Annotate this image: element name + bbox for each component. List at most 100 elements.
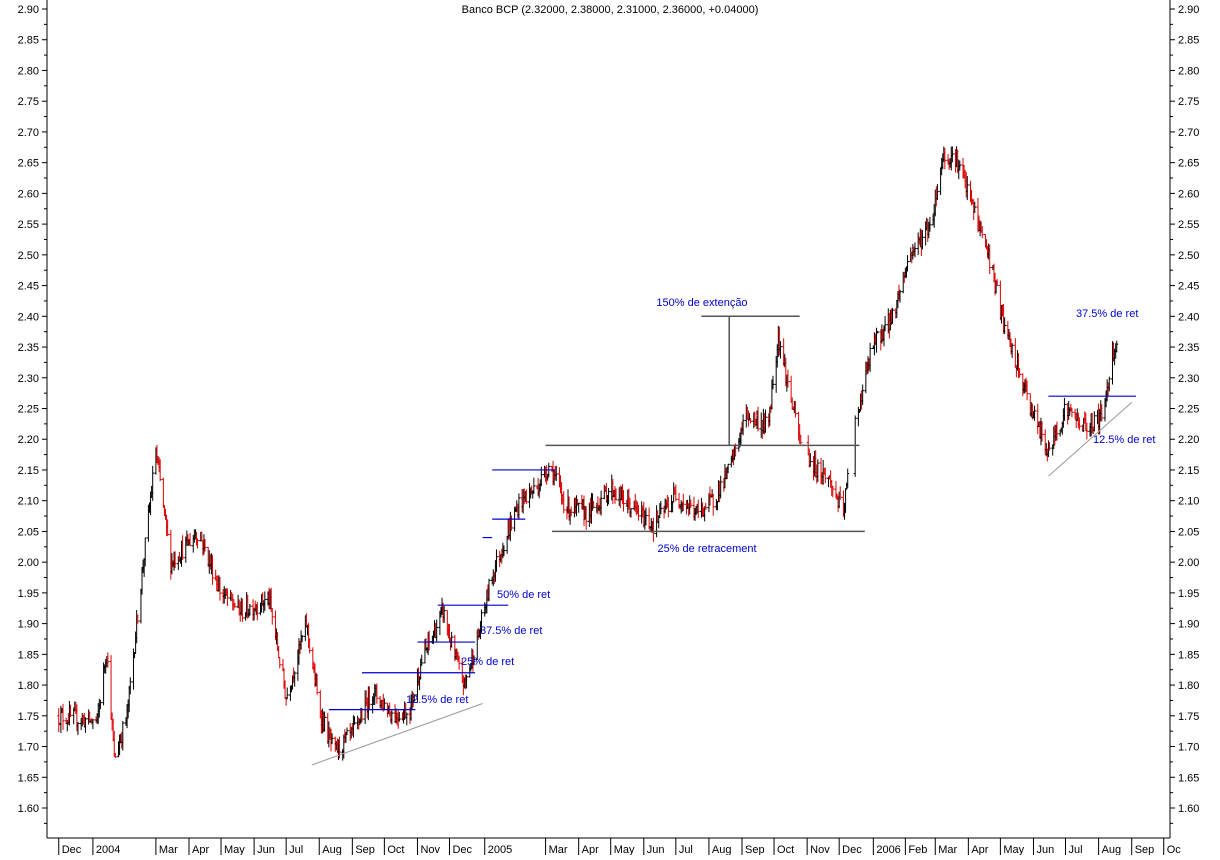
y-tick-label-right: 2.85 xyxy=(1178,35,1199,47)
y-tick-label-right: 1.80 xyxy=(1178,680,1199,692)
y-tick-label-left: 2.55 xyxy=(18,219,39,231)
y-tick-label-left: 2.35 xyxy=(18,342,39,354)
x-tick-label: Jul xyxy=(679,844,693,855)
x-tick-label: Mar xyxy=(549,844,568,855)
y-tick-label-left: 1.95 xyxy=(18,588,39,600)
y-tick-label-right: 1.65 xyxy=(1178,772,1199,784)
y-tick-label-left: 2.60 xyxy=(18,188,39,200)
y-tick-label-left: 2.20 xyxy=(18,434,39,446)
y-tick-label-left: 1.75 xyxy=(18,711,39,723)
x-tick-label: Aug xyxy=(322,844,342,855)
y-tick-label-left: 2.15 xyxy=(18,465,39,477)
y-tick-label-left: 2.90 xyxy=(18,4,39,16)
annotation-lines xyxy=(311,315,1136,766)
annotation-37-5-ret-2006: 37.5% de ret xyxy=(1076,308,1138,320)
x-tick-label: Jul xyxy=(289,844,303,855)
y-tick-label-left: 2.50 xyxy=(18,250,39,262)
x-tick-label: 2004 xyxy=(96,844,120,855)
y-tick-label-right: 2.35 xyxy=(1178,342,1199,354)
y-tick-label-right: 1.75 xyxy=(1178,711,1199,723)
annotation-12-5-ret-2006: 12.5% de ret xyxy=(1093,434,1155,446)
x-tick-label: Oct xyxy=(777,844,794,855)
annotation-25-retracement-2005: 25% de retracement xyxy=(657,543,756,555)
x-tick-label: Sep xyxy=(745,844,765,855)
x-tick-label: Dec xyxy=(842,844,862,855)
y-tick-label-left: 1.80 xyxy=(18,680,39,692)
x-axis: Dec 2004 Mar Apr May Jun Jul Aug Sep Oct Nov Dec 200… xyxy=(58,838,1182,856)
annotation-25-ret: 25% de ret xyxy=(461,656,514,668)
x-tick-label: Apr xyxy=(192,844,209,855)
x-tick-label: Jun xyxy=(1036,844,1054,855)
y-tick-label-left: 2.65 xyxy=(18,158,39,170)
y-tick-label-right: 2.50 xyxy=(1178,250,1199,262)
y-axis-right: 2.90 2.85 2.80 2.75 2.70 2.65 2.60 2.55 2.50 2.45… xyxy=(1170,4,1199,824)
y-tick-label-right: 2.40 xyxy=(1178,311,1199,323)
x-tick-label: Aug xyxy=(1102,844,1122,855)
y-tick-label-left: 2.75 xyxy=(18,96,39,108)
y-tick-label-left: 2.80 xyxy=(18,65,39,77)
x-tick-label: Sep xyxy=(355,844,375,855)
y-tick-label-right: 1.85 xyxy=(1178,649,1199,661)
x-tick-label: Aug xyxy=(712,844,732,855)
y-tick-label-right: 2.15 xyxy=(1178,465,1199,477)
annotation-50-ret: 50% de ret xyxy=(497,589,550,601)
x-tick-label: Apr xyxy=(582,844,599,855)
y-tick-label-right: 2.30 xyxy=(1178,373,1199,385)
x-tick-label: Jun xyxy=(647,844,665,855)
x-tick-label: May xyxy=(224,844,245,855)
annotation-150-extension: 150% de extenção xyxy=(656,297,747,309)
x-tick-label: Oc xyxy=(1167,844,1182,855)
y-tick-label-right: 2.70 xyxy=(1178,127,1199,139)
y-tick-label-right: 2.65 xyxy=(1178,158,1199,170)
y-tick-label-left: 1.85 xyxy=(18,649,39,661)
x-tick-label: Jul xyxy=(1069,844,1083,855)
x-tick-label: May xyxy=(1003,844,1024,855)
y-tick-label-right: 1.60 xyxy=(1178,803,1199,815)
y-tick-label-left: 1.70 xyxy=(18,742,39,754)
y-tick-label-left: 2.45 xyxy=(18,281,39,293)
x-tick-label: May xyxy=(614,844,635,855)
x-tick-label: 2006 xyxy=(876,844,900,855)
y-tick-label-left: 1.60 xyxy=(18,803,39,815)
y-tick-label-right: 2.75 xyxy=(1178,96,1199,108)
x-tick-label: Apr xyxy=(971,844,988,855)
x-tick-label: Dec xyxy=(62,844,82,855)
y-tick-label-right: 2.10 xyxy=(1178,496,1199,508)
price-bars xyxy=(57,146,1119,761)
y-tick-label-right: 2.55 xyxy=(1178,219,1199,231)
x-tick-label: Mar xyxy=(159,844,178,855)
x-tick-label: 2005 xyxy=(488,844,512,855)
annotation-37-5-ret: 37.5% de ret xyxy=(480,625,542,637)
annotation-12-5-ret: 12.5% de ret xyxy=(406,694,468,706)
y-tick-label-left: 2.85 xyxy=(18,35,39,47)
y-tick-label-left: 1.65 xyxy=(18,772,39,784)
x-tick-label: Mar xyxy=(938,844,957,855)
y-tick-label-left: 2.40 xyxy=(18,311,39,323)
x-tick-label: Nov xyxy=(420,844,440,855)
y-tick-label-left: 2.70 xyxy=(18,127,39,139)
y-tick-label-left: 2.10 xyxy=(18,496,39,508)
trend-line xyxy=(311,703,483,766)
y-tick-label-right: 2.90 xyxy=(1178,4,1199,16)
y-tick-label-left: 1.90 xyxy=(18,619,39,631)
y-tick-label-right: 2.60 xyxy=(1178,188,1199,200)
y-tick-label-right: 2.05 xyxy=(1178,526,1199,538)
x-tick-label: Jun xyxy=(257,844,275,855)
y-tick-label-left: 2.25 xyxy=(18,404,39,416)
x-tick-label: Sep xyxy=(1135,844,1155,855)
chart-title: Banco BCP (2.32000, 2.38000, 2.31000, 2.… xyxy=(462,4,759,16)
y-tick-label-right: 2.80 xyxy=(1178,65,1199,77)
y-tick-label-left: 2.00 xyxy=(18,557,39,569)
y-tick-label-right: 1.90 xyxy=(1178,619,1199,631)
trend-line xyxy=(1048,401,1133,477)
plot-frame xyxy=(46,0,1171,839)
y-tick-label-right: 2.45 xyxy=(1178,281,1199,293)
y-tick-label-right: 2.25 xyxy=(1178,404,1199,416)
y-tick-label-right: 2.00 xyxy=(1178,557,1199,569)
y-tick-label-right: 1.95 xyxy=(1178,588,1199,600)
y-axis-left: 2.90 2.85 2.80 2.75 2.70 2.65 2.60 2.55 2.50 2.45… xyxy=(18,4,47,824)
y-tick-label-left: 2.30 xyxy=(18,373,39,385)
x-tick-label: Oct xyxy=(387,844,404,855)
